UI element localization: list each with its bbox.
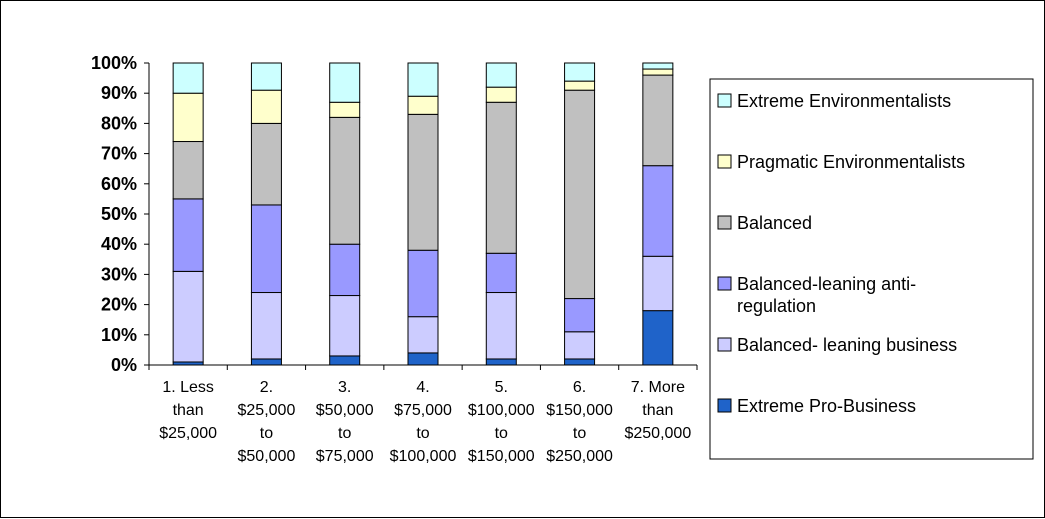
y-tick-label: 30% xyxy=(101,264,137,284)
bar-segment-balanced-leaning-anti-regulation xyxy=(485,252,517,294)
legend-swatch-pragmatic-environmentalists xyxy=(717,154,732,169)
bar-segment-pragmatic-environmentalists xyxy=(329,101,361,118)
legend-swatch-extreme-environmentalists xyxy=(717,93,732,108)
bar-segment-balanced-leaning-business xyxy=(172,270,204,363)
y-tick-label: 60% xyxy=(101,174,137,194)
bar-segment-balanced-leaning-business xyxy=(407,316,439,354)
bar-segment-balanced xyxy=(407,113,439,251)
bar-segment-extreme-pro-business xyxy=(642,310,674,366)
bar-segment-pragmatic-environmentalists xyxy=(172,92,204,143)
legend-box xyxy=(709,78,1034,460)
bar-segment-extreme-environmentalists xyxy=(407,62,439,97)
bar-segment-balanced-leaning-anti-regulation xyxy=(642,165,674,257)
legend-swatch-balanced-leaning-business xyxy=(717,337,732,352)
y-tick-label: 20% xyxy=(101,295,137,315)
bar-segment-extreme-environmentalists xyxy=(564,62,596,82)
legend: Extreme Environmentalists Pragmatic Envir… xyxy=(709,78,1034,460)
bar-segment-balanced-leaning-anti-regulation xyxy=(407,249,439,318)
bar-segment-extreme-environmentalists xyxy=(172,62,204,94)
bar-segment-balanced-leaning-business xyxy=(250,292,282,360)
x-tick-label: 3. $50,000 to $75,000 xyxy=(316,379,374,465)
bar-segment-pragmatic-environmentalists xyxy=(642,68,674,76)
y-tick-label: 50% xyxy=(101,204,137,224)
bar-segment-extreme-pro-business xyxy=(329,355,361,366)
bar-segment-pragmatic-environmentalists xyxy=(485,86,517,103)
legend-label-extreme-environmentalists: Extreme Environmentalists xyxy=(737,91,951,111)
bar-segment-extreme-pro-business xyxy=(250,358,282,366)
legend-swatch-balanced-leaning-anti-regulation xyxy=(717,276,732,291)
bar-segment-pragmatic-environmentalists xyxy=(407,95,439,115)
legend-swatch-balanced xyxy=(717,215,732,230)
x-tick-label: 1. Less than $25,000 xyxy=(159,379,217,442)
bar-segment-extreme-pro-business xyxy=(564,358,596,366)
bar-segment-balanced xyxy=(329,116,361,245)
bar-segment-balanced-leaning-anti-regulation xyxy=(172,198,204,272)
bar-segment-extreme-environmentalists xyxy=(250,62,282,91)
bar-segment-balanced-leaning-business xyxy=(642,255,674,312)
bar-segment-pragmatic-environmentalists xyxy=(250,89,282,124)
bar-segment-balanced-leaning-anti-regulation xyxy=(250,204,282,294)
y-tick-label: 10% xyxy=(101,325,137,345)
x-tick-label: 5. $100,000 to $150,000 xyxy=(468,379,535,465)
y-tick-label: 80% xyxy=(101,113,137,133)
bar-segment-balanced xyxy=(564,89,596,300)
legend-label-balanced-leaning-anti-regulation: Balanced-leaning anti-regulation xyxy=(737,274,916,316)
bar-segment-balanced-leaning-business xyxy=(485,292,517,360)
bar-segment-extreme-environmentalists xyxy=(642,62,674,70)
x-tick-label: 7. More than $250,000 xyxy=(624,379,691,442)
bar-segment-balanced-leaning-business xyxy=(329,295,361,357)
y-tick-label: 90% xyxy=(101,83,137,103)
bar-segment-pragmatic-environmentalists xyxy=(564,80,596,91)
bar-segment-balanced xyxy=(172,141,204,200)
legend-label-balanced: Balanced xyxy=(737,213,812,233)
legend-label-balanced-leaning-business: Balanced- leaning business xyxy=(737,335,957,355)
bar-segment-balanced-leaning-anti-regulation xyxy=(329,243,361,297)
bar-segment-extreme-environmentalists xyxy=(485,62,517,88)
bar-segment-extreme-pro-business xyxy=(485,358,517,366)
bar-segment-extreme-pro-business xyxy=(407,352,439,366)
bar-segment-balanced-leaning-anti-regulation xyxy=(564,298,596,333)
bar-segment-balanced xyxy=(485,101,517,254)
legend-label-extreme-pro-business: Extreme Pro-Business xyxy=(737,396,916,416)
bar-segment-extreme-environmentalists xyxy=(329,62,361,103)
y-tick-label: 40% xyxy=(101,234,137,254)
x-tick-label: 6. $150,000 to $250,000 xyxy=(546,379,613,465)
x-tick-label: 4. $75,000 to $100,000 xyxy=(390,379,457,465)
legend-label-pragmatic-environmentalists: Pragmatic Environmentalists xyxy=(737,152,965,172)
y-tick-label: 70% xyxy=(101,144,137,164)
y-tick-label: 0% xyxy=(111,355,137,375)
x-tick-label: 2. $25,000 to $50,000 xyxy=(238,379,296,465)
bar-segment-balanced xyxy=(250,122,282,206)
bar-segment-balanced xyxy=(642,74,674,167)
bar-segment-balanced-leaning-business xyxy=(564,331,596,360)
y-tick-label: 100% xyxy=(91,53,137,73)
legend-swatch-extreme-pro-business xyxy=(717,398,732,413)
